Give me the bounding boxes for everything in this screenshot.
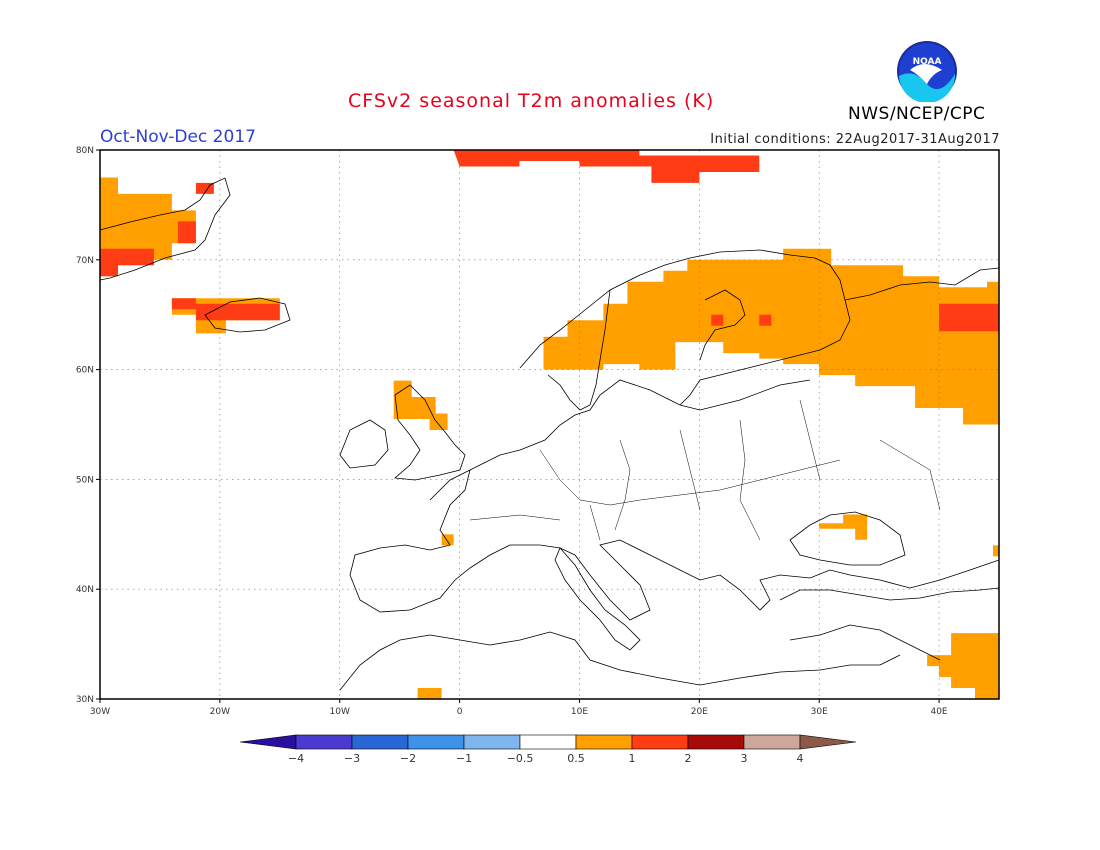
lon-label: 20W	[210, 707, 230, 717]
colorbar-swatch	[407, 734, 465, 750]
map-background	[100, 150, 999, 699]
lon-label: 20E	[691, 707, 708, 717]
colorbar-extension-high	[799, 734, 857, 750]
lat-label: 70N	[76, 256, 94, 266]
lon-label: 10W	[330, 707, 350, 717]
longitude-labels: 30W 20W 10W 0 10E 20E 30E 40E	[90, 699, 948, 717]
lon-label: 10E	[571, 707, 588, 717]
map-title: CFSv2 seasonal T2m anomalies (K)	[348, 90, 715, 112]
anomaly-regions	[100, 150, 999, 699]
colorbar-swatch	[295, 734, 353, 750]
anomaly-region-middle-east	[927, 633, 999, 699]
coastlines	[99, 177, 1000, 691]
colorbar-swatch	[519, 734, 577, 750]
anomaly-region-scandinavia-russia	[543, 248, 999, 425]
lon-label: 30E	[811, 707, 828, 717]
colorbar-label: 4	[797, 752, 804, 765]
colorbar-label: −4	[288, 752, 304, 765]
anomaly-region-caucasus	[993, 545, 999, 557]
colorbar-swatch	[687, 734, 745, 750]
country-borders	[469, 399, 941, 541]
lon-label: 0	[457, 707, 463, 717]
anomaly-region-svalbard	[453, 150, 760, 183]
colorbar-label: −1	[456, 752, 472, 765]
lon-label: 40E	[930, 707, 947, 717]
colorbar-label: −2	[400, 752, 416, 765]
lat-label: 40N	[76, 585, 94, 595]
anomaly-region-iceland-warm	[195, 303, 280, 321]
colorbar-swatch	[631, 734, 689, 750]
colorbar-label: −3	[344, 752, 360, 765]
forecast-period: Oct-Nov-Dec 2017	[100, 127, 256, 147]
anomaly-region-crimea	[819, 514, 868, 540]
colorbar-label: 2	[685, 752, 692, 765]
colorbar-swatch	[743, 734, 801, 750]
anomaly-region-france-coast	[441, 534, 454, 546]
gridlines	[100, 150, 999, 699]
colorbar-extension-low	[239, 734, 297, 750]
lat-label: 60N	[76, 366, 94, 376]
noaa-logo-text: NOAA	[913, 57, 942, 67]
colorbar-label: 1	[629, 752, 636, 765]
organization-label: NWS/NCEP/CPC	[848, 104, 986, 124]
lat-label: 50N	[76, 475, 94, 485]
colorbar-swatch	[575, 734, 633, 750]
colorbar-swatch	[351, 734, 409, 750]
colorbar-label: −0.5	[507, 752, 534, 765]
initial-conditions: Initial conditions: 22Aug2017-31Aug2017	[710, 132, 1000, 147]
lon-label: 30W	[90, 707, 110, 717]
noaa-logo: NOAA	[896, 40, 958, 106]
latitude-labels: 80N 70N 60N 50N 40N 30N	[76, 146, 100, 705]
colorbar: −4 −3 −2 −1 −0.5 0.5 1 2 3 4	[239, 734, 857, 765]
colorbar-label: 3	[741, 752, 748, 765]
colorbar-swatch	[463, 734, 521, 750]
anomaly-region-morocco-coast	[417, 688, 442, 699]
lat-label: 80N	[76, 146, 94, 156]
anomaly-region-kola-warm	[939, 303, 999, 332]
anomaly-region-finland-warm	[711, 314, 724, 326]
anomaly-region-baltic-warm	[759, 314, 772, 326]
map-frame	[99, 149, 1000, 700]
anomaly-region-greenland-warm-1	[100, 248, 154, 277]
anomaly-region-iceland-warm-west	[171, 298, 196, 310]
lat-label: 30N	[76, 695, 94, 705]
anomaly-region-greenland-warm-2	[177, 221, 196, 244]
colorbar-label: 0.5	[567, 752, 585, 765]
